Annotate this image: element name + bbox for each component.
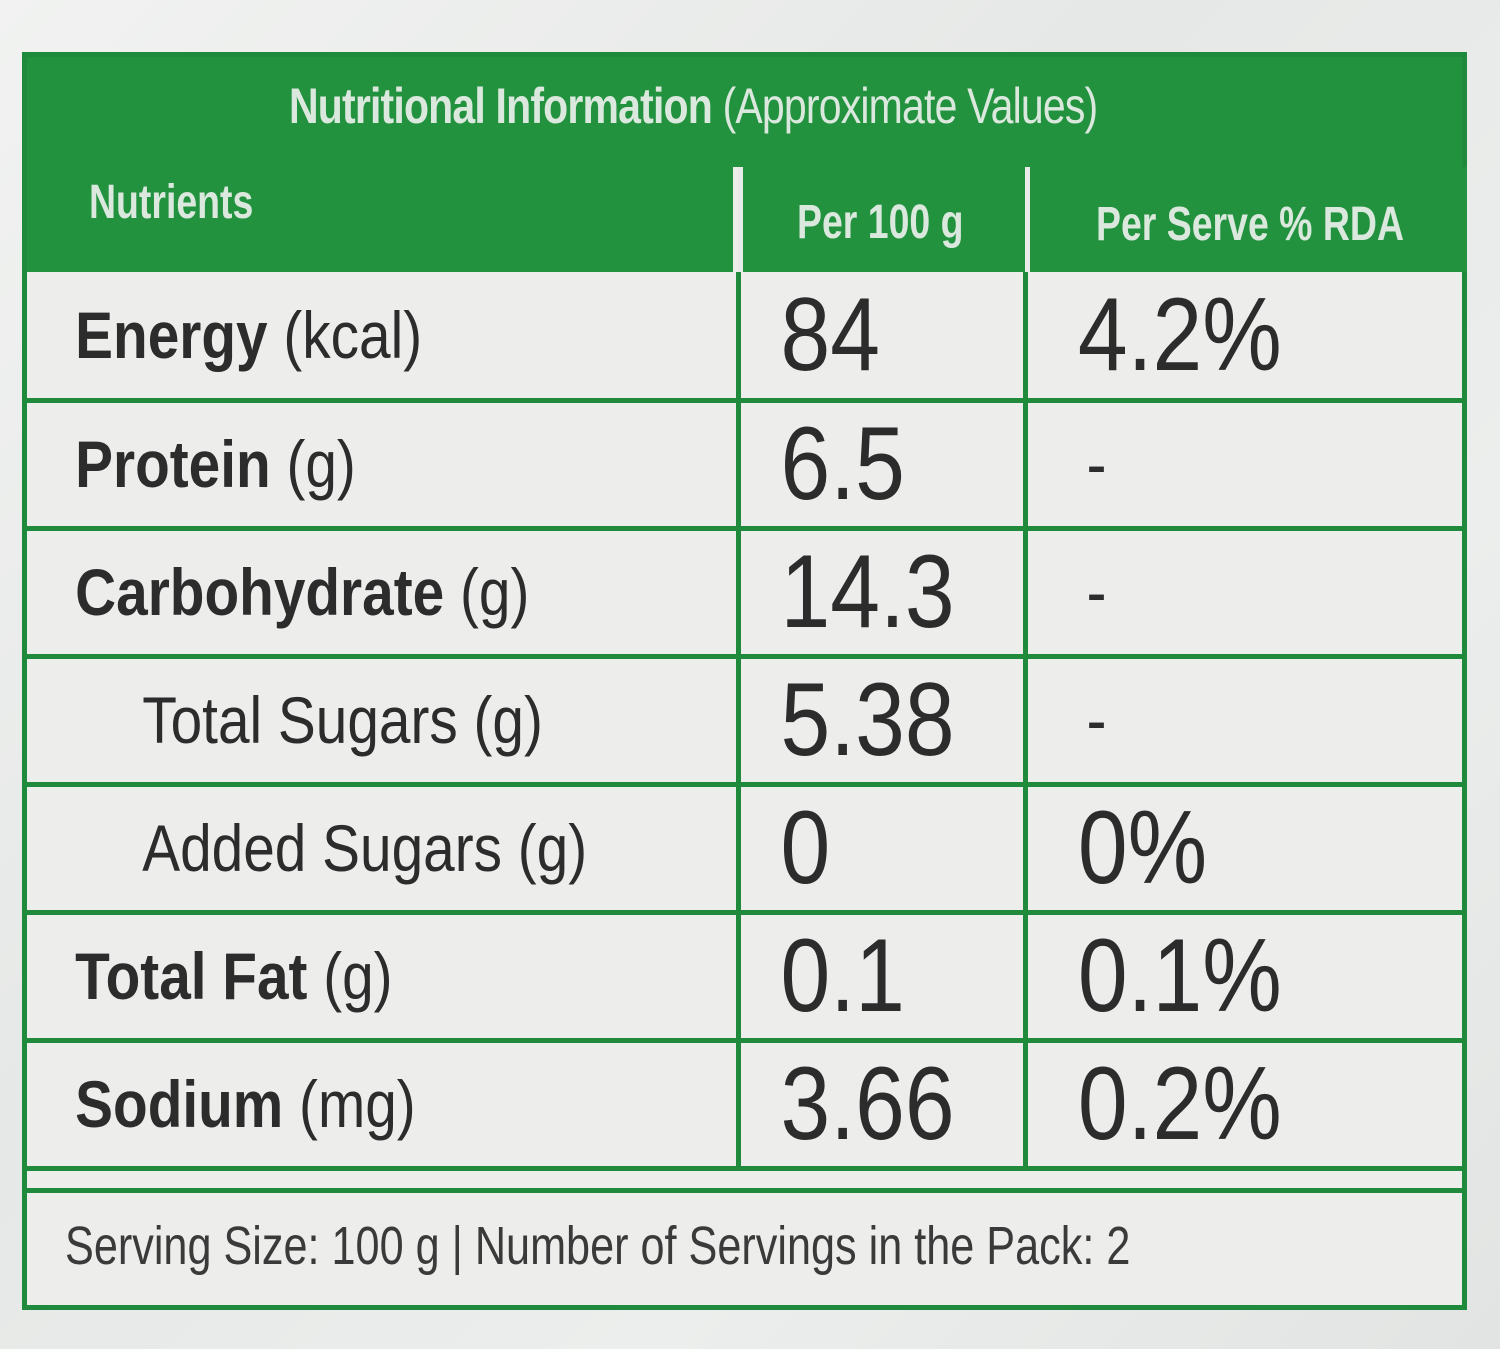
rda-value: - (1085, 681, 1107, 759)
rda-value: 0.1% (1077, 918, 1282, 1034)
nutrient-name: Total Fat (75, 939, 308, 1013)
nutrient-name: Protein (75, 427, 271, 501)
table-row: Sodium (mg) 3.66 0.2% (27, 1037, 1462, 1171)
per-100g-value: 0 (780, 790, 830, 906)
nutrient-cell: Sodium (mg) (27, 1037, 741, 1171)
rda-cell: - (1022, 397, 1462, 531)
nutrient-cell: Carbohydrate (g) (27, 525, 741, 659)
column-header-rda-label: Per Serve % RDA (1096, 198, 1404, 251)
table-row: Energy (kcal) 84 4.2% (27, 272, 1462, 403)
nutrient-name: Total Sugars (142, 683, 458, 757)
title-qualifier: (Approximate Values) (722, 78, 1099, 134)
per-100g-cell: 84 (735, 272, 1028, 403)
per-100g-cell: 3.66 (735, 1037, 1028, 1171)
nutrient-unit: (g) (473, 683, 543, 757)
rda-value: 0.2% (1077, 1046, 1282, 1162)
title-main: Nutritional Information (289, 78, 713, 134)
table-row: Carbohydrate (g) 14.3 - (27, 525, 1462, 659)
table-row: Protein (g) 6.5 - (27, 397, 1462, 531)
nutrient-name: Sodium (75, 1067, 284, 1141)
nutrition-table: Energy (kcal) 84 4.2% Protein (g) 6.5 - … (27, 272, 1462, 1171)
per-100g-cell: 5.38 (735, 653, 1028, 787)
nutrient-unit: (g) (286, 427, 356, 501)
per-100g-value: 14.3 (780, 534, 955, 650)
nutrient-unit: (mg) (299, 1067, 416, 1141)
rda-cell: 0.2% (1022, 1037, 1462, 1171)
title-band: Nutritional Information (Approximate Val… (27, 57, 1462, 167)
rda-cell: 0.1% (1022, 909, 1462, 1043)
nutrient-unit: (g) (517, 811, 588, 885)
nutrient-cell: Total Sugars (g) (27, 653, 741, 787)
column-header-nutrients: Nutrients (27, 167, 733, 272)
per-100g-cell: 0 (735, 781, 1028, 915)
per-100g-cell: 6.5 (735, 397, 1028, 531)
panel-title: Nutritional Information (Approximate Val… (289, 77, 1099, 135)
nutrition-panel: Nutritional Information (Approximate Val… (22, 52, 1467, 1310)
nutrient-unit: (g) (459, 555, 530, 629)
nutrient-cell: Total Fat (g) (27, 909, 741, 1043)
nutrient-name: Energy (75, 297, 268, 372)
column-header-per-100g: Per 100 g (738, 167, 1025, 272)
per-100g-cell: 0.1 (735, 909, 1028, 1043)
nutrient-cell: Added Sugars (g) (27, 781, 741, 915)
column-header-per-100g-label: Per 100 g (797, 196, 964, 249)
rda-value: - (1085, 425, 1107, 503)
nutrient-cell: Energy (kcal) (27, 272, 741, 403)
serving-info-text: Serving Size: 100 g | Number of Servings… (65, 1216, 1131, 1276)
column-header-per-serve-rda: Per Serve % RDA (1025, 167, 1467, 272)
per-100g-value: 84 (780, 276, 880, 393)
per-100g-value: 5.38 (780, 662, 955, 778)
nutrient-name: Carbohydrate (75, 555, 445, 629)
table-row: Total Sugars (g) 5.38 - (27, 653, 1462, 787)
per-100g-value: 0.1 (780, 918, 905, 1034)
nutrient-cell: Protein (g) (27, 397, 741, 531)
rda-cell: - (1022, 653, 1462, 787)
rda-cell: 0% (1022, 781, 1462, 915)
rda-cell: 4.2% (1022, 272, 1462, 403)
per-100g-cell: 14.3 (735, 525, 1028, 659)
serving-info-footer: Serving Size: 100 g | Number of Servings… (27, 1188, 1462, 1305)
per-100g-value: 3.66 (780, 1046, 955, 1162)
nutrient-name: Added Sugars (142, 811, 502, 885)
per-100g-value: 6.5 (780, 406, 905, 522)
table-row: Total Fat (g) 0.1 0.1% (27, 909, 1462, 1043)
rda-cell: - (1022, 525, 1462, 659)
table-row: Added Sugars (g) 0 0% (27, 781, 1462, 915)
column-header-nutrients-label: Nutrients (89, 176, 254, 229)
rda-value: 0% (1077, 790, 1207, 906)
nutrient-unit: (kcal) (283, 297, 423, 372)
rda-value: 4.2% (1077, 276, 1282, 393)
rda-value: - (1085, 553, 1107, 631)
nutrient-unit: (g) (323, 939, 393, 1013)
